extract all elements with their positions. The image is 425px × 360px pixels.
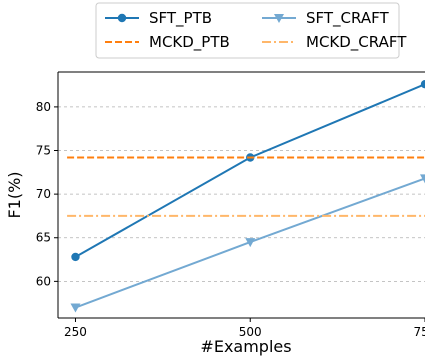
legend-label: MCKD_CRAFT	[306, 33, 407, 52]
grid	[58, 106, 425, 282]
legend-frame	[95, 2, 400, 59]
y-tick-label: 60	[36, 274, 51, 288]
series-sft-craft	[70, 174, 425, 313]
axes: 60 65 70 75 80 250 500 750	[36, 71, 425, 339]
legend-label: MCKD_PTB	[149, 33, 230, 52]
legend-marker	[117, 13, 127, 23]
data-point	[420, 174, 425, 184]
x-tick-label: 250	[64, 325, 87, 339]
data-point	[70, 303, 81, 313]
y-tick-label: 70	[36, 187, 51, 201]
legend: SFT_PTB MCKD_PTB SFT_CRAFT MCKD_CRAFT	[95, 2, 407, 59]
data-point	[245, 238, 256, 248]
x-tick-label: 750	[414, 325, 425, 339]
y-tick-label: 65	[36, 231, 51, 245]
legend-label: SFT_PTB	[149, 9, 212, 28]
x-axis-label: #Examples	[200, 337, 291, 356]
series-line	[74, 83, 425, 258]
y-axis-label: F1(%)	[5, 171, 24, 218]
y-tick-label: 75	[36, 144, 51, 158]
x-tick-label: 500	[239, 325, 262, 339]
y-tick-label: 80	[36, 100, 51, 114]
legend-marker	[274, 14, 284, 23]
series-layer	[67, 80, 425, 313]
data-point	[71, 252, 80, 262]
data-point	[420, 80, 425, 89]
legend-label: SFT_CRAFT	[306, 9, 389, 28]
